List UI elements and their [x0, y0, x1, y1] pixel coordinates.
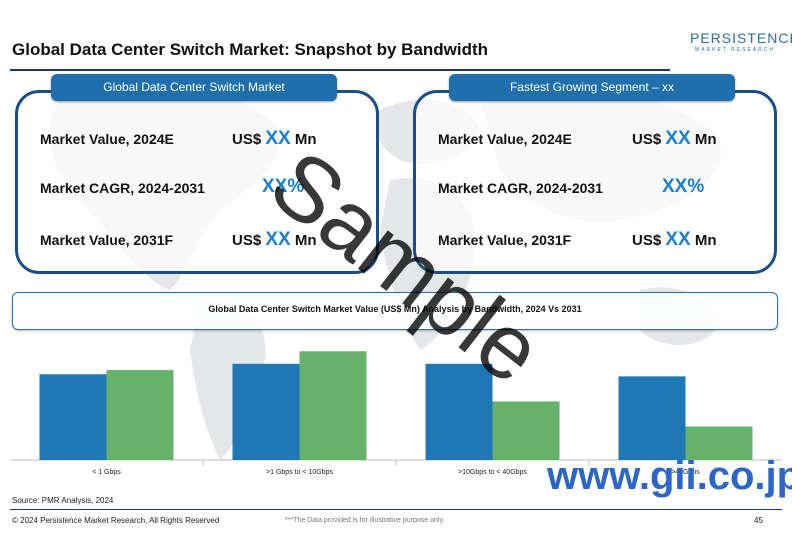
left-row-value: US$ XX Mn [232, 128, 317, 150]
value-suffix: Mn [294, 131, 317, 148]
right-row-label: Market Value, 2031F [438, 232, 572, 248]
value-placeholder: XX [665, 128, 691, 149]
source-note: Source: PMR Analysis, 2024 [12, 496, 114, 505]
value-placeholder: XX [265, 229, 291, 250]
bar-series-2-2 [299, 351, 367, 460]
copyright-text: © 2024 Persistence Market Research, All … [12, 516, 220, 525]
bar-series-1-1 [39, 374, 107, 460]
value-suffix: % [287, 176, 305, 197]
title-divider [10, 69, 670, 71]
bar-series-2-3 [492, 401, 560, 460]
x-tick-label: >10Gbps to < 40Gbps [458, 469, 527, 476]
value-prefix: US$ [632, 131, 662, 148]
bar-series-1-2 [232, 363, 300, 460]
bar-series-2-4 [685, 426, 753, 460]
left-row-value: XX% [262, 176, 304, 198]
x-tick-label: < 1 Gbps [92, 469, 121, 476]
value-prefix: US$ [632, 232, 662, 249]
persistence-logo: PERSISTENCE MARKET RESEARCH [690, 30, 792, 60]
value-prefix: US$ [232, 131, 262, 148]
value-suffix: Mn [694, 232, 717, 249]
value-placeholder: XX [265, 128, 291, 149]
fastest-segment-panel-heading: Fastest Growing Segment – xx [449, 74, 735, 101]
bandwidth-bar-chart: < 1 Gbps >1 Gbps to < 10Gbps >10Gbps to < … [10, 351, 782, 476]
bar-series-1-3 [425, 363, 493, 460]
site-watermark: www.gii.co.jp [547, 454, 792, 498]
right-row-value: US$ XX Mn [632, 229, 717, 251]
x-tick-label: >1 Gbps to < 10Gbps [266, 469, 333, 476]
page-number: 45 [754, 516, 763, 525]
value-placeholder: XX [665, 229, 691, 250]
logo-tagline: MARKET RESEARCH [695, 47, 775, 53]
global-market-panel-heading: Global Data Center Switch Market [51, 74, 337, 101]
value-suffix: Mn [694, 131, 717, 148]
page-title: Global Data Center Switch Market: Snapsh… [12, 40, 489, 59]
chart-title-banner: Global Data Center Switch Market Value (… [12, 292, 778, 330]
right-row-value: US$ XX Mn [632, 128, 717, 150]
chart-title: Global Data Center Switch Market Value (… [208, 304, 582, 314]
logo-wordmark: PERSISTENCE [690, 30, 792, 46]
right-row-label: Market Value, 2024E [438, 131, 572, 147]
left-row-value: US$ XX Mn [232, 229, 317, 251]
bar-series-1-4 [618, 376, 686, 460]
disclaimer-text: ***The Data provided is for illustrative… [285, 517, 445, 524]
bar-series-2-1 [106, 370, 174, 460]
value-suffix: % [687, 176, 705, 197]
value-suffix: Mn [294, 232, 317, 249]
left-row-label: Market CAGR, 2024-2031 [40, 180, 205, 196]
value-placeholder: XX [662, 176, 688, 197]
x-tick-label: >40Gbps [671, 469, 700, 476]
footer-divider [10, 509, 782, 510]
value-prefix: US$ [232, 232, 262, 249]
left-row-label: Market Value, 2031F [40, 232, 174, 248]
right-row-value: XX% [662, 176, 704, 198]
right-row-label: Market CAGR, 2024-2031 [438, 180, 603, 196]
value-placeholder: XX [262, 176, 288, 197]
left-row-label: Market Value, 2024E [40, 131, 174, 147]
